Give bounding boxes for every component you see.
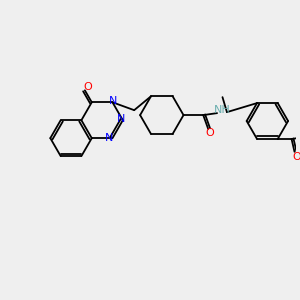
Text: NH: NH	[214, 105, 230, 115]
Text: N: N	[109, 96, 118, 106]
Text: O: O	[292, 152, 300, 162]
Text: O: O	[83, 82, 92, 92]
Text: N: N	[117, 114, 125, 124]
Text: N: N	[105, 133, 114, 143]
Text: O: O	[206, 128, 214, 138]
